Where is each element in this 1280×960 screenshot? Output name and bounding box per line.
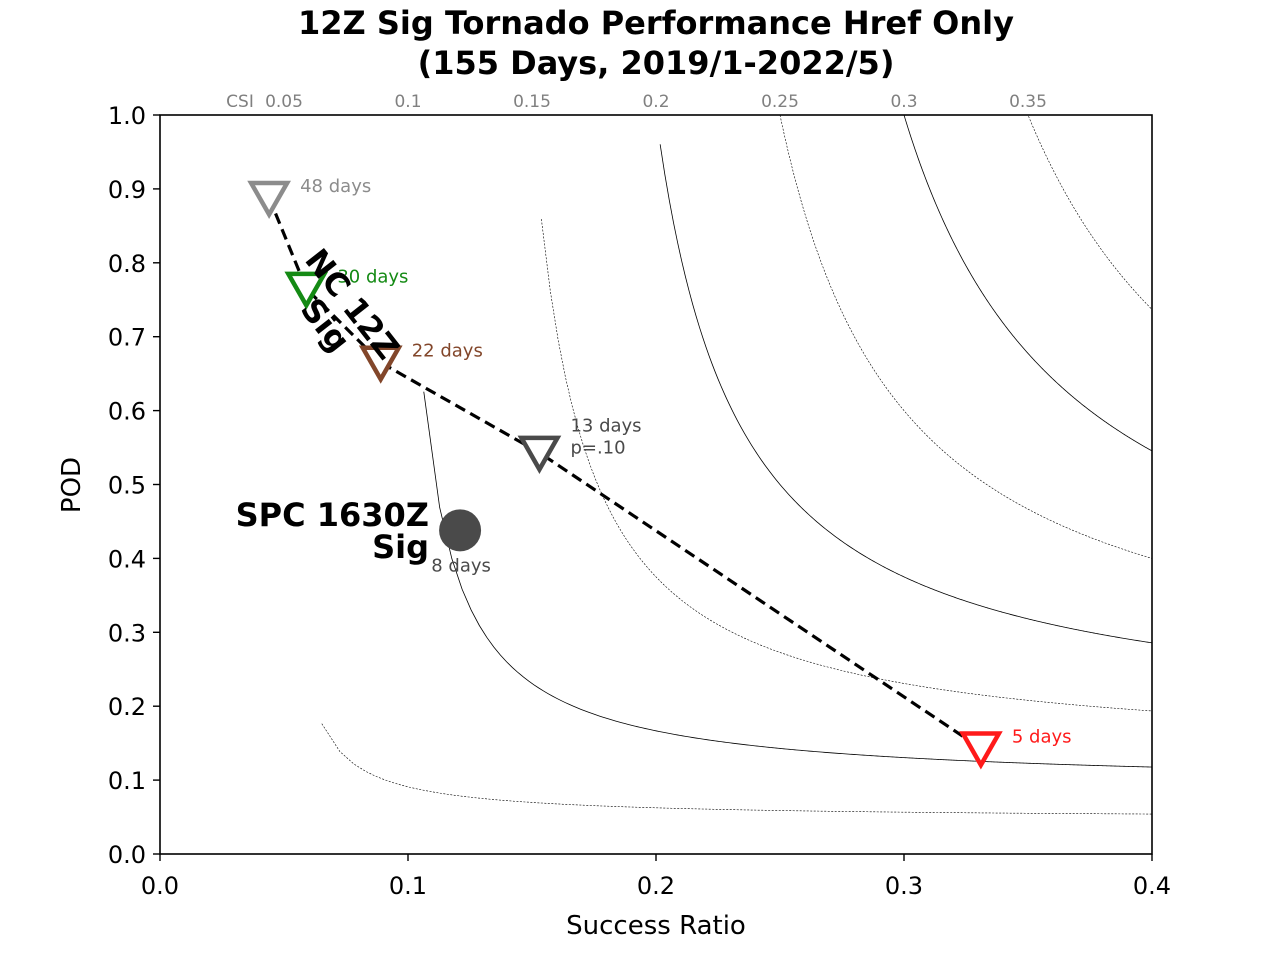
y-tick-label: 0.9 <box>108 176 146 204</box>
csi-contour-line <box>903 115 1153 452</box>
y-tick-label: 0.2 <box>108 693 146 721</box>
y-tick-label: 0.0 <box>108 841 146 869</box>
x-tick-label: 0.4 <box>1133 872 1171 900</box>
csi-contours <box>321 114 1153 815</box>
point-label: p=.10 <box>570 438 625 459</box>
plot-frame <box>159 114 1153 855</box>
spc-1630z-sig-label: SPC 1630Z <box>236 496 429 534</box>
csi-contour-label: 0.2 <box>642 92 669 112</box>
point-label: 8 days <box>431 555 491 576</box>
csi-contour-label: 0.05 <box>265 92 303 112</box>
y-tick-label: 0.3 <box>108 619 146 647</box>
spc-1630z-sig-label: Sig <box>372 528 429 566</box>
x-tick-label: 0.3 <box>885 872 923 900</box>
csi-contour-label: 0.35 <box>1009 92 1047 112</box>
csi-labels: 0.05 0.1 0.15 0.2 0.25 0.3 0.35 CSI <box>226 92 1047 112</box>
triangle-marker <box>959 731 1003 770</box>
circle-marker <box>439 509 482 552</box>
x-tick-label: 0.1 <box>389 872 427 900</box>
y-axis-label: POD <box>57 457 87 513</box>
chart-title-line-1: 12Z Sig Tornado Performance Href Only <box>298 4 1014 42</box>
csi-contour-label: 0.1 <box>394 92 421 112</box>
csi-contour-line <box>779 114 1153 559</box>
x-tick-label: 0.2 <box>637 872 675 900</box>
point-label: 22 days <box>412 341 483 362</box>
chart-title-line-2: (155 Days, 2019/1-2022/5) <box>418 44 895 82</box>
csi-contour-line <box>1028 116 1153 310</box>
triangle-marker <box>358 345 403 384</box>
triangle-marker <box>247 180 291 220</box>
x-axis-label: Success Ratio <box>566 911 746 941</box>
csi-contour-line <box>541 219 1153 712</box>
triangle-marker <box>517 435 562 474</box>
y-tick-label: 1.0 <box>108 102 146 130</box>
csi-contour-label: 0.3 <box>890 92 917 112</box>
csi-contour-label: 0.25 <box>761 92 799 112</box>
nc-12z-sig-line <box>267 197 982 750</box>
series-lines <box>267 197 982 750</box>
y-tick-label: 0.4 <box>108 545 146 573</box>
y-tick-label: 0.6 <box>108 398 146 426</box>
y-tick-label: 0.8 <box>108 250 146 278</box>
csi-contour-label: 0.15 <box>513 92 551 112</box>
csi-contour-line <box>423 391 1153 768</box>
point-label: 30 days <box>337 267 408 288</box>
point-label: 48 days <box>300 176 371 197</box>
plot-axes: 0.0 0.1 0.2 0.3 0.4 0.0 0.1 0.2 0.3 0.4 0.5 0.6 0.7 0… <box>108 102 1171 900</box>
triangle-marker <box>284 271 329 310</box>
y-tick-label: 0.7 <box>108 324 146 352</box>
csi-contour-line <box>659 144 1153 644</box>
point-label: 5 days <box>1012 726 1072 747</box>
x-tick-label: 0.0 <box>141 872 179 900</box>
csi-contour-line <box>321 723 1152 815</box>
data-markers <box>247 180 1003 770</box>
y-tick-label: 0.5 <box>108 472 146 500</box>
y-tick-label: 0.1 <box>108 767 146 795</box>
point-label: 13 days <box>570 416 641 437</box>
csi-prefix-label: CSI <box>226 92 254 112</box>
